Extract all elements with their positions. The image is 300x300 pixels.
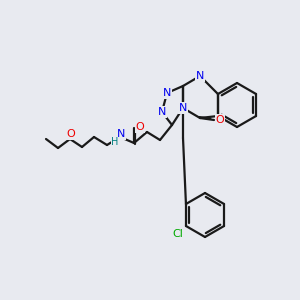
Text: O: O xyxy=(136,122,144,132)
Text: H: H xyxy=(111,137,119,147)
Text: N: N xyxy=(179,103,187,113)
Text: N: N xyxy=(196,71,204,81)
Text: N: N xyxy=(163,88,171,98)
Text: O: O xyxy=(67,129,75,139)
Text: N: N xyxy=(117,129,125,139)
Text: Cl: Cl xyxy=(172,229,183,239)
Text: N: N xyxy=(158,107,166,117)
Text: O: O xyxy=(216,115,224,125)
